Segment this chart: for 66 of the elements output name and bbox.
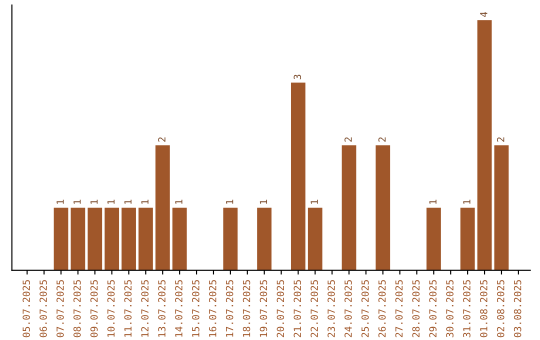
data-label: 1 [226,200,234,204]
data-label: 1 [260,200,268,204]
data-label: 1 [107,200,115,204]
x-tick-label: 24.07.2025 [344,280,352,338]
x-tick-label: 15.07.2025 [192,280,200,337]
data-label: 2 [158,137,166,142]
bar [223,208,238,270]
x-tick-label: 30.07.2025 [446,280,454,338]
x-tick-label: 02.08.2025 [496,280,504,338]
x-tick-label: 08.07.2025 [73,280,81,338]
x-tick-label: 11.07.2025 [124,280,132,337]
data-label: 2 [344,137,352,142]
data-label: 1 [124,200,132,204]
x-tick-label: 01.08.2025 [480,280,488,338]
bar [257,208,272,270]
data-label: 1 [74,200,81,204]
x-tick-label: 05.07.2025 [22,280,30,338]
x-tick-label: 29.07.2025 [429,280,437,338]
data-label: 2 [496,137,504,142]
data-label: 4 [480,12,488,17]
x-tick-label: 26.07.2025 [378,280,386,338]
x-tick-label: 18.07.2025 [242,280,250,337]
data-label: 1 [90,200,98,204]
x-tick-label: 28.07.2025 [412,280,420,338]
data-label: 1 [175,200,182,204]
bar [426,208,441,270]
x-tick-label: 22.07.2025 [310,280,318,338]
x-tick-label: 31.07.2025 [463,280,470,338]
bar [122,208,136,270]
bar [88,208,102,270]
x-tick-label: 07.07.2025 [56,280,64,338]
x-tick-label: 09.07.2025 [90,280,98,338]
bar [460,208,475,270]
bar [138,208,153,270]
bar [342,145,356,270]
bar [104,208,120,270]
data-label: 3 [294,74,302,80]
x-tick-label: 25.07.2025 [361,280,369,338]
data-label: 1 [56,200,64,204]
x-tick-label: 12.07.2025 [141,280,149,337]
x-tick-label: 10.07.2025 [107,280,115,337]
bar [477,20,492,270]
bar [155,145,170,270]
x-tick-label: 21.07.2025 [294,280,302,338]
x-tick-label: 19.07.2025 [260,280,268,337]
x-tick-label: 17.07.2025 [226,280,234,337]
data-label: 2 [378,137,386,142]
x-tick-label: 20.07.2025 [276,280,284,338]
x-tick-label: 23.07.2025 [328,280,335,338]
bar [70,208,86,270]
x-tick-label: 27.07.2025 [395,280,403,338]
bar [308,208,322,270]
x-tick-label: 03.08.2025 [514,280,522,338]
data-label: 1 [141,200,148,204]
bar [290,82,306,270]
data-label: 1 [429,200,436,204]
data-label: 1 [463,200,470,204]
x-tick-label: 06.07.2025 [40,280,47,338]
x-tick-label: 13.07.2025 [158,280,166,337]
bar [172,208,187,270]
bar [494,145,509,270]
x-tick-label: 16.07.2025 [208,280,216,337]
bar [376,145,390,270]
x-tick-label: 14.07.2025 [175,280,182,337]
bar [54,208,68,270]
data-label: 1 [310,200,318,204]
